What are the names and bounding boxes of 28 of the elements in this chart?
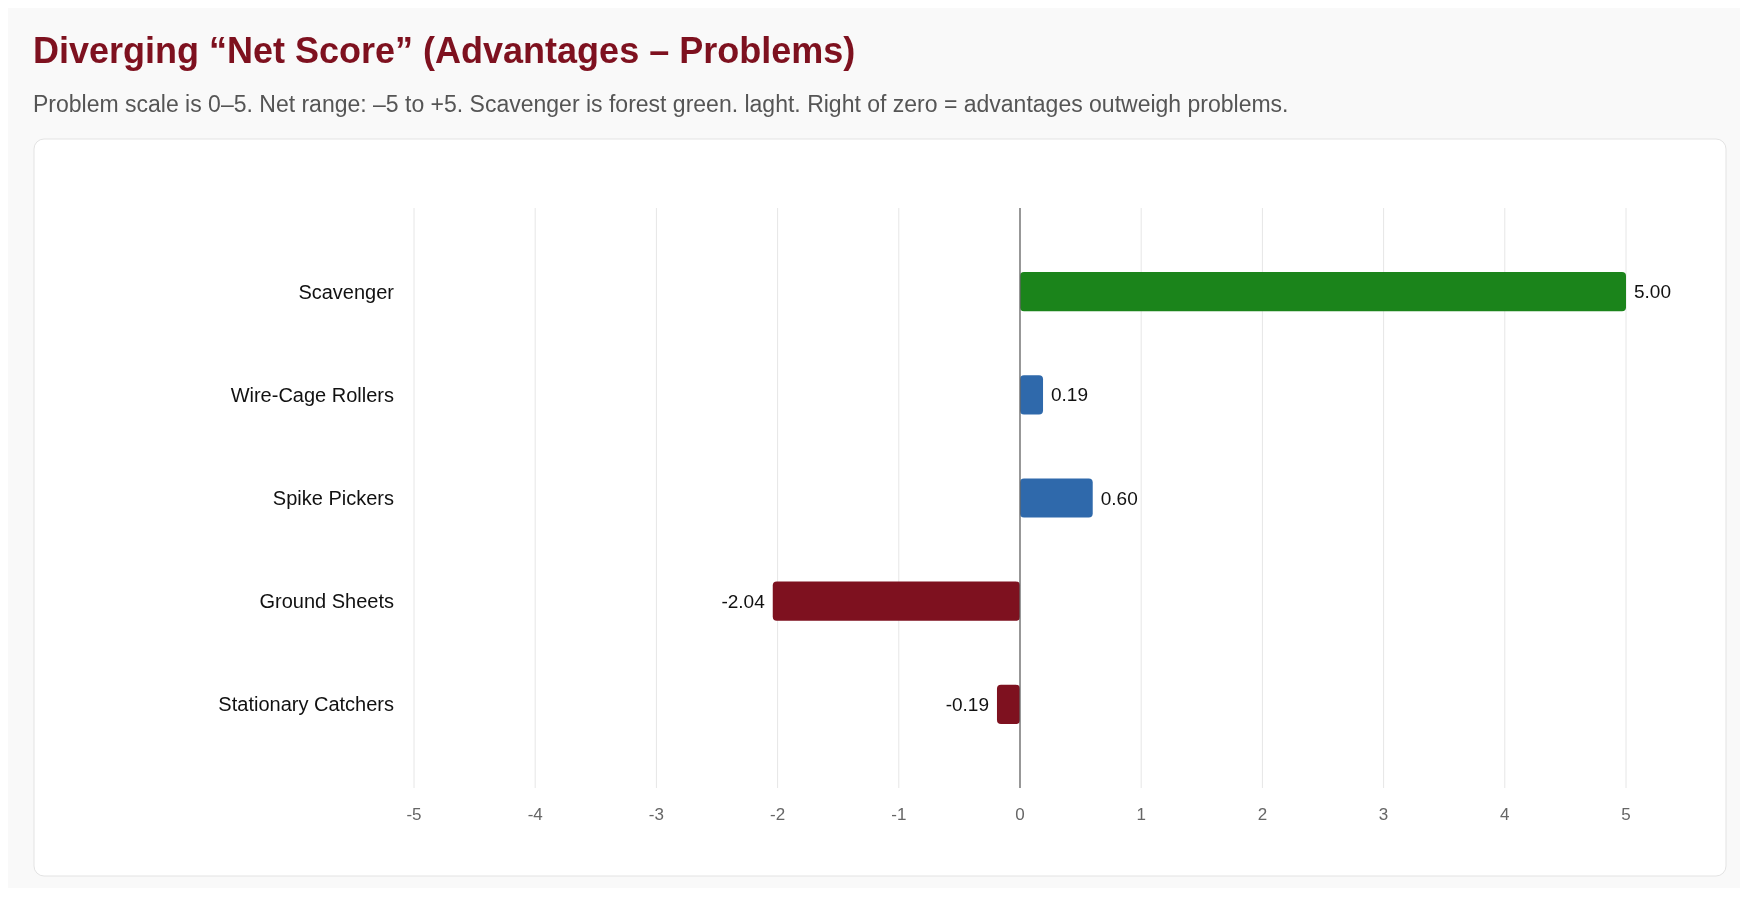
bar bbox=[772, 581, 1020, 621]
x-tick-label: 5 bbox=[1621, 805, 1631, 824]
y-tick-label: Stationary Catchers bbox=[218, 693, 394, 716]
x-tick-label: -2 bbox=[770, 805, 786, 824]
y-tick-label: Scavenger bbox=[298, 280, 395, 303]
x-tick-label: -4 bbox=[527, 805, 543, 824]
x-tick-label: 0 bbox=[1015, 805, 1025, 824]
bar bbox=[996, 684, 1020, 725]
bar bbox=[1020, 478, 1093, 518]
data-label: -2.04 bbox=[721, 590, 766, 612]
x-tick-label: 4 bbox=[1500, 805, 1510, 824]
data-label: 0.19 bbox=[1051, 384, 1089, 406]
y-tick-label: Ground Sheets bbox=[259, 590, 394, 613]
x-tick-label: -1 bbox=[891, 805, 907, 824]
bar bbox=[1020, 271, 1626, 312]
x-tick-label: 2 bbox=[1257, 805, 1268, 824]
bar bbox=[1020, 375, 1044, 415]
data-label: 0.60 bbox=[1100, 487, 1138, 509]
y-tick-label: Spike Pickers bbox=[272, 487, 394, 509]
x-tick-label: -5 bbox=[406, 805, 422, 824]
chart-subtitle: Problem scale is 0–5. Net range: –5 to +5. Scavenger is forest green. laght. Right of zero = advantages outweigh problems. bbox=[33, 91, 1289, 117]
chart-title: Diverging “Net Score” (Advantages – Problems) bbox=[33, 30, 856, 71]
data-label: 5.00 bbox=[1634, 281, 1671, 303]
x-tick-label: 1 bbox=[1136, 805, 1146, 824]
x-tick-label: 3 bbox=[1378, 805, 1389, 824]
data-label: -0.19 bbox=[945, 694, 989, 716]
y-tick-label: Wire-Cage Rollers bbox=[230, 383, 394, 406]
x-tick-label: -3 bbox=[648, 805, 664, 824]
